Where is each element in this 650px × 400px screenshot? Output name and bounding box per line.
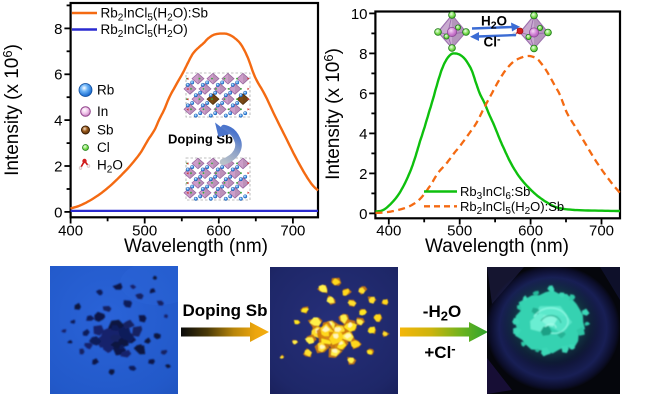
svg-text:H2O: H2O	[481, 14, 507, 32]
svg-text:+Cl-: +Cl-	[424, 341, 455, 362]
svg-text:400: 400	[376, 223, 401, 240]
svg-text:0: 0	[359, 206, 367, 223]
svg-text:Doping Sb: Doping Sb	[168, 132, 233, 147]
svg-text:8: 8	[54, 21, 62, 38]
svg-text:4: 4	[54, 113, 62, 130]
svg-text:400: 400	[58, 223, 83, 240]
svg-text:Rb2InCl5(H2O):Sb: Rb2InCl5(H2O):Sb	[101, 6, 208, 24]
svg-text:Rb: Rb	[97, 83, 114, 98]
svg-text:Doping Sb: Doping Sb	[183, 301, 268, 320]
svg-text:Wavelength (nm): Wavelength (nm)	[124, 236, 268, 257]
svg-text:600: 600	[206, 223, 231, 240]
svg-text:Rb2InCl5(H2O):Sb: Rb2InCl5(H2O):Sb	[460, 199, 564, 217]
svg-text:6: 6	[54, 67, 62, 84]
svg-text:Cl: Cl	[97, 140, 110, 155]
svg-text:700: 700	[280, 223, 305, 240]
svg-text:8: 8	[359, 46, 367, 63]
svg-text:700: 700	[589, 223, 614, 240]
svg-text:10: 10	[351, 6, 368, 23]
svg-text:Rb3InCl6:Sb: Rb3InCl6:Sb	[460, 184, 530, 202]
svg-text:Sb: Sb	[97, 123, 114, 138]
svg-text:0: 0	[54, 204, 62, 221]
svg-text:Wavelength (nm): Wavelength (nm)	[425, 236, 569, 257]
svg-text:In: In	[97, 104, 108, 119]
svg-text:2: 2	[359, 166, 367, 183]
svg-text:Intensity (x 106): Intensity (x 106)	[0, 44, 23, 176]
svg-text:4: 4	[359, 126, 367, 143]
svg-text:-H2O: -H2O	[423, 302, 461, 324]
svg-text:600: 600	[518, 223, 543, 240]
svg-text:Cl-: Cl-	[484, 34, 502, 50]
svg-text:500: 500	[132, 223, 157, 240]
svg-text:Intensity (x 106): Intensity (x 106)	[321, 48, 344, 180]
svg-text:6: 6	[359, 86, 367, 103]
svg-text:Rb2InCl5(H2O): Rb2InCl5(H2O)	[101, 22, 188, 40]
svg-text:500: 500	[447, 223, 472, 240]
svg-text:H2O: H2O	[97, 158, 123, 176]
svg-text:2: 2	[54, 158, 62, 175]
